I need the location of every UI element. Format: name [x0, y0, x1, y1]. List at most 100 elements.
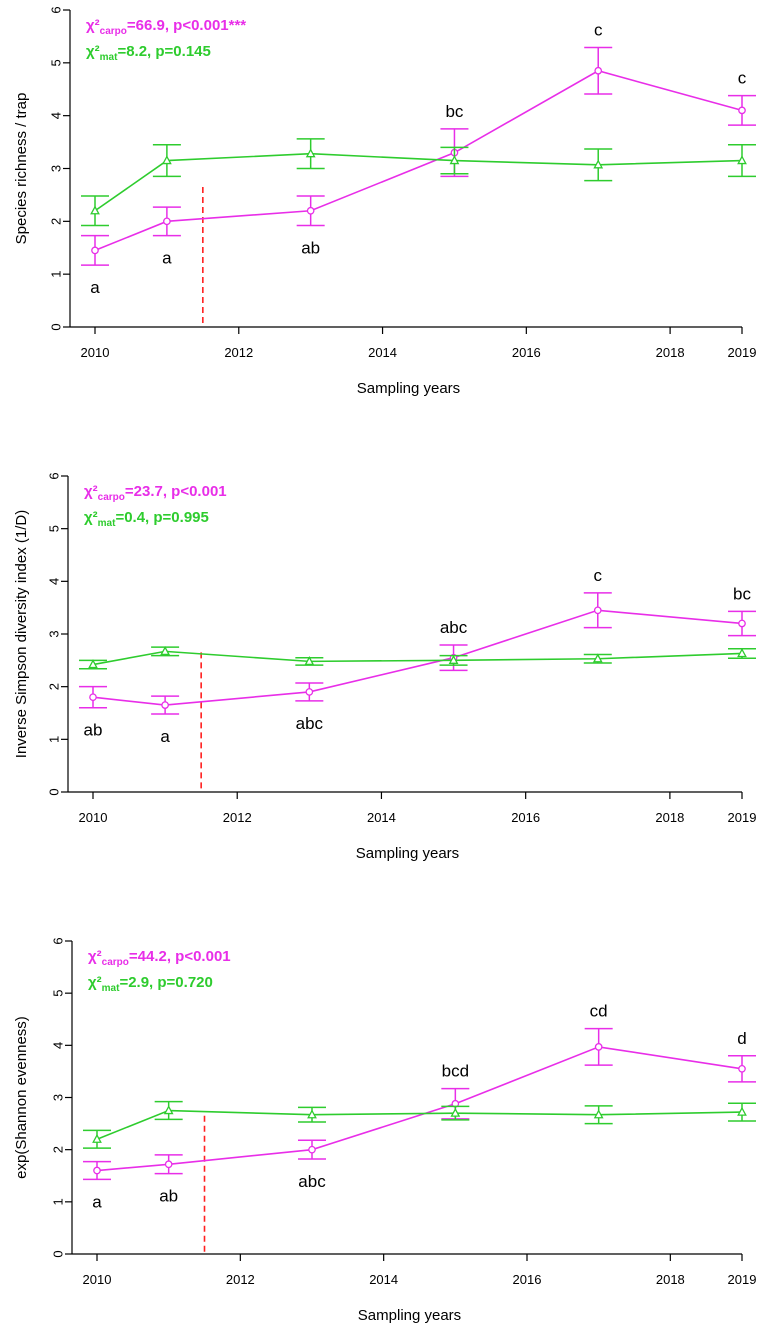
- y-tick-label: 2: [46, 683, 61, 690]
- significance-letter: ab: [301, 239, 320, 258]
- y-tick-label: 1: [46, 736, 61, 743]
- significance-letter: cd: [590, 1002, 608, 1021]
- y-tick-label: 3: [46, 630, 61, 637]
- carpo-point: [593, 606, 602, 615]
- chart-panel-1: 0 1 2 3 4 5 6 2010 2012 2014 2016 2018 2019 Sampling …: [13, 6, 756, 397]
- mat-point: [88, 659, 98, 669]
- carpo-point: [89, 693, 97, 702]
- carpo-point: [93, 1166, 101, 1175]
- mat-point: [737, 648, 747, 658]
- x-tick-label: 2012: [226, 1272, 255, 1287]
- x-axis-title: Sampling years: [357, 380, 460, 397]
- y-tick-label: 6: [46, 472, 61, 479]
- carpo-stat-text: χ²carpo=44.2, p<0.001: [88, 948, 231, 968]
- carpo-series-line: [94, 69, 743, 252]
- significance-letter: abc: [298, 1172, 326, 1191]
- carpo-point: [308, 1145, 316, 1154]
- y-tick-label: 3: [50, 1094, 65, 1101]
- significance-letter: a: [160, 727, 170, 746]
- x-tick-label: 2014: [368, 345, 397, 360]
- mat-stat-text: χ²mat=8.2, p=0.145: [86, 43, 211, 63]
- mat-point: [737, 1106, 747, 1116]
- carpo-series-line: [96, 1046, 743, 1172]
- mat-point: [92, 1133, 102, 1143]
- x-tick-label: 2018: [656, 1272, 685, 1287]
- carpo-point: [161, 701, 169, 709]
- mat-series-line: [92, 650, 743, 666]
- mat-point: [448, 654, 459, 664]
- y-tick-label: 5: [46, 525, 61, 532]
- mat-point: [304, 656, 315, 666]
- x-tick-label: 2012: [223, 810, 252, 825]
- carpo-point: [306, 206, 315, 215]
- mat-stat-text: χ²mat=2.9, p=0.720: [88, 974, 213, 994]
- carpo-series-line: [92, 609, 743, 706]
- y-tick-label: 1: [48, 271, 63, 278]
- mat-series-line: [94, 152, 743, 212]
- significance-letter: abc: [440, 618, 468, 637]
- y-tick-label: 1: [50, 1198, 65, 1205]
- mat-point: [305, 148, 316, 158]
- x-tick-label: 2016: [511, 810, 540, 825]
- x-tick-label: 2016: [512, 345, 541, 360]
- mat-point: [450, 1107, 461, 1117]
- carpo-point: [738, 1064, 746, 1073]
- mat-point: [737, 155, 747, 165]
- carpo-point: [163, 217, 171, 226]
- carpo-point: [164, 1160, 173, 1169]
- significance-letter: c: [594, 566, 603, 585]
- y-tick-label: 2: [50, 1146, 65, 1153]
- significance-letter: a: [90, 278, 100, 297]
- x-tick-label: 2014: [369, 1272, 398, 1287]
- chart-panel-3: 0 1 2 3 4 5 6 2010 2012 2014 2016 2018 2019 Sampling …: [13, 937, 756, 1324]
- x-axis-title: Sampling years: [356, 845, 459, 862]
- carpo-point: [738, 106, 746, 115]
- significance-letter: bc: [733, 584, 751, 603]
- significance-letter: abc: [296, 714, 324, 733]
- significance-letter: a: [162, 249, 172, 268]
- mat-point: [592, 653, 603, 663]
- carpo-point: [738, 619, 746, 628]
- y-tick-label: 2: [48, 218, 63, 225]
- mat-stat-text: χ²mat=0.4, p=0.995: [84, 509, 209, 529]
- carpo-point: [594, 1043, 603, 1051]
- x-tick-label: 2018: [655, 810, 684, 825]
- significance-letter: a: [92, 1192, 102, 1211]
- mat-point: [593, 1109, 604, 1119]
- y-tick-label: 0: [46, 788, 61, 795]
- significance-letter: ab: [159, 1187, 178, 1206]
- y-tick-label: 6: [48, 6, 63, 13]
- x-tick-label: 2014: [367, 810, 396, 825]
- y-tick-label: 4: [48, 112, 63, 119]
- x-tick-label: 2018: [656, 345, 685, 360]
- carpo-stat-text: χ²carpo=23.7, p<0.001: [84, 483, 227, 503]
- x-tick-label: 2016: [513, 1272, 542, 1287]
- y-axis-title: exp(Shannon evenness): [13, 1016, 30, 1179]
- mat-point: [163, 1105, 174, 1115]
- y-axis-title: Species richness / trap: [13, 93, 30, 245]
- y-tick-label: 6: [50, 937, 65, 944]
- y-tick-label: 0: [48, 323, 63, 330]
- carpo-point: [594, 66, 603, 75]
- y-tick-label: 0: [50, 1250, 65, 1257]
- mat-point: [449, 155, 460, 165]
- y-tick-label: 4: [50, 1042, 65, 1049]
- y-tick-label: 5: [48, 59, 63, 66]
- significance-letter: bc: [445, 102, 463, 121]
- mat-point: [160, 646, 171, 656]
- mat-point: [161, 155, 172, 165]
- y-tick-label: 3: [48, 165, 63, 172]
- mat-series-line: [96, 1109, 743, 1140]
- x-tick-label: 2010: [81, 345, 110, 360]
- x-tick-label: 2019: [728, 345, 757, 360]
- chart-panel-2: 0 1 2 3 4 5 6 2010 2012 2014 2016 2018 2019 Sampling …: [13, 472, 756, 862]
- carpo-stat-text: χ²carpo=66.9, p<0.001***: [86, 17, 246, 37]
- significance-letter: c: [594, 21, 603, 40]
- significance-letter: c: [738, 69, 747, 88]
- mat-point: [307, 1109, 317, 1119]
- y-axis-title: Inverse Simpson diversity index (1/D): [13, 510, 30, 758]
- significance-letter: d: [737, 1029, 746, 1048]
- x-tick-label: 2019: [728, 810, 757, 825]
- x-tick-label: 2010: [79, 810, 108, 825]
